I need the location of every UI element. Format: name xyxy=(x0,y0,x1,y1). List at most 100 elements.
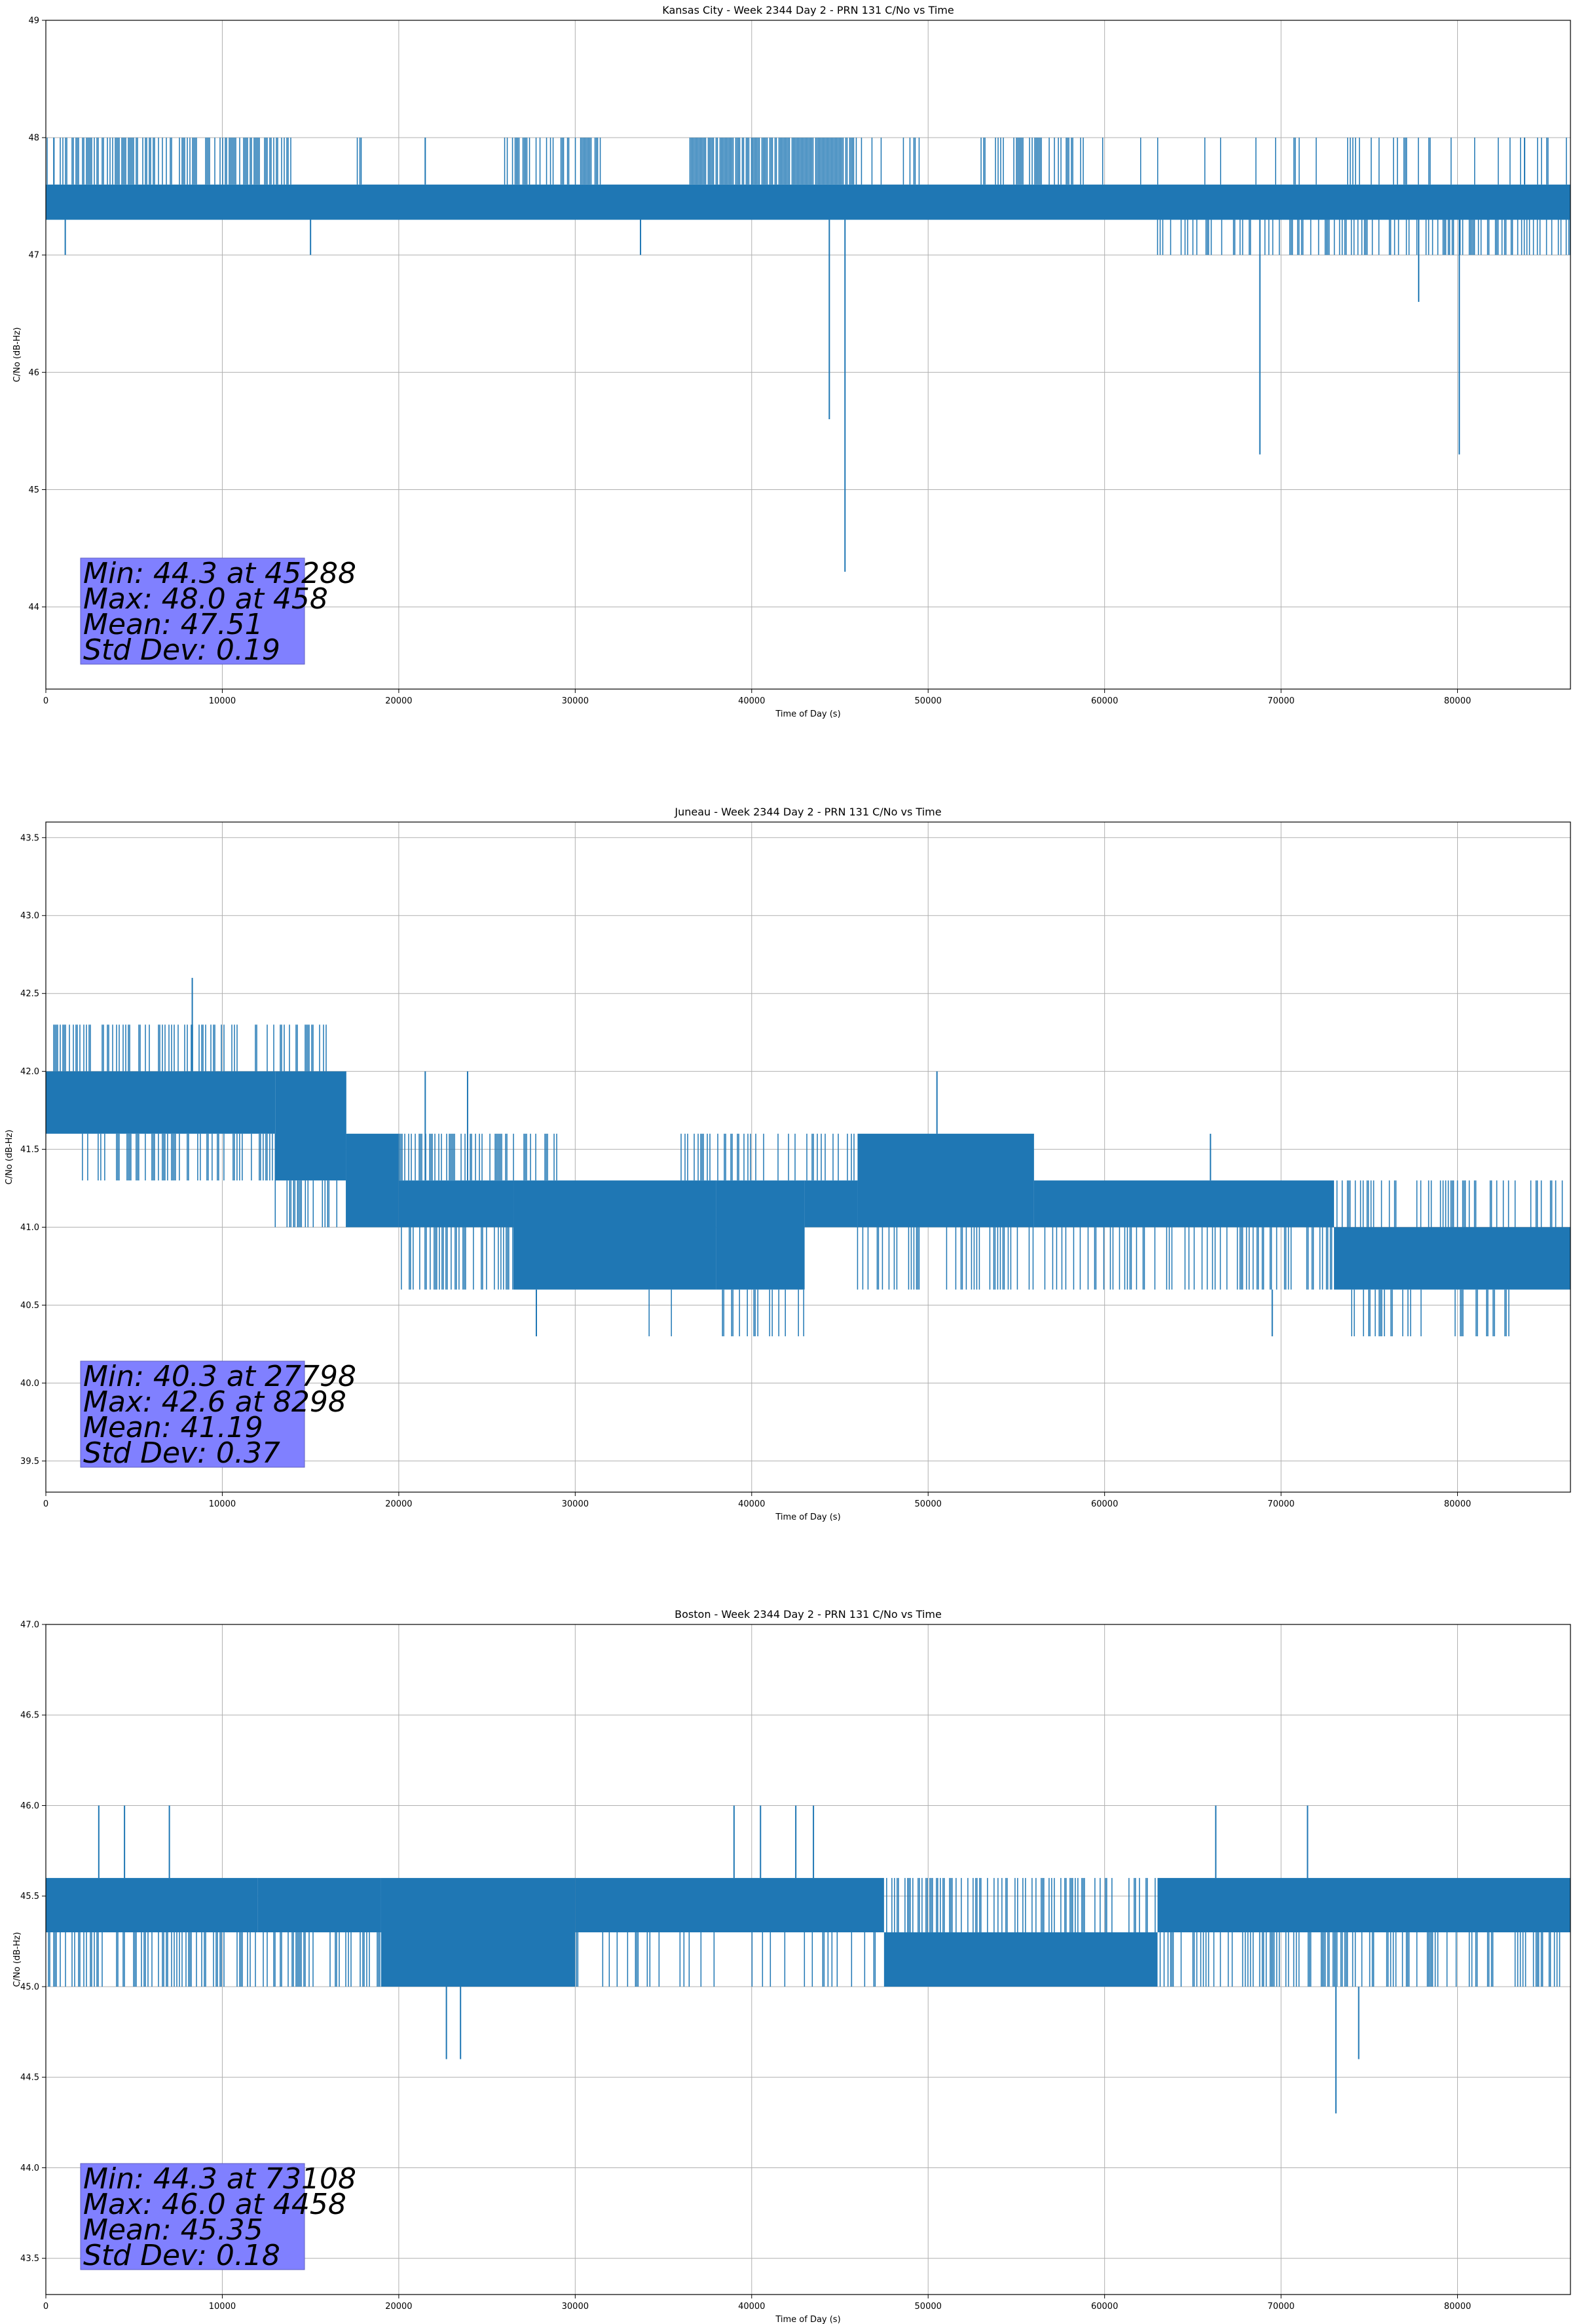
y-tick-label: 40.0 xyxy=(20,1379,39,1389)
stats-box-background xyxy=(80,557,305,665)
stats-box-background xyxy=(80,2163,305,2270)
stats-line: Max: 46.0 at 4458 xyxy=(83,2188,346,2221)
stats-line: Min: 44.3 at 45288 xyxy=(83,557,356,590)
y-tick-label: 41.5 xyxy=(20,1145,39,1155)
x-tick-label: 30000 xyxy=(562,2302,589,2312)
series-cno xyxy=(46,977,1570,1337)
axes-frame xyxy=(45,821,1571,1493)
x-tick-label: 50000 xyxy=(915,1499,942,1509)
cno-band xyxy=(883,1932,1158,1987)
cno-band xyxy=(1333,1227,1570,1290)
x-tick-label: 20000 xyxy=(385,1499,412,1509)
x-tick-label: 60000 xyxy=(1091,1499,1118,1509)
stats-line: Std Dev: 0.18 xyxy=(83,2239,280,2272)
cno-band xyxy=(46,1071,276,1134)
y-tick-label: 47 xyxy=(28,251,39,261)
y-tick-label: 46.5 xyxy=(20,1711,39,1721)
x-tick-label: 80000 xyxy=(1444,2302,1471,2312)
axes-frame xyxy=(45,1624,1571,2295)
x-tick-label: 0 xyxy=(43,2302,48,2312)
x-tick-label: 70000 xyxy=(1267,1499,1294,1509)
y-tick-label: 44 xyxy=(28,603,39,612)
stats-box-background xyxy=(80,1360,305,1468)
y-tick-label: 46.0 xyxy=(20,1801,39,1811)
y-tick-label: 45.0 xyxy=(20,1982,39,1992)
stats-line: Mean: 47.51 xyxy=(83,608,263,641)
chart-panel-1: 0 10000 20000 30000 40000 50000 60000 70000 8000… xyxy=(12,4,1571,719)
y-tick-label: 49 xyxy=(28,16,39,26)
cno-band xyxy=(398,1180,514,1228)
x-tick-label: 50000 xyxy=(915,696,942,706)
cno-band xyxy=(1033,1180,1334,1228)
x-tick-label: 40000 xyxy=(738,2302,765,2312)
stats-line: Max: 42.6 at 8298 xyxy=(83,1385,346,1419)
y-tick-label: 46 xyxy=(28,368,39,378)
stats-line: Std Dev: 0.37 xyxy=(83,1436,280,1470)
stats-line: Min: 44.3 at 73108 xyxy=(83,2162,356,2196)
x-tick-label: 50000 xyxy=(915,2302,942,2312)
stats-line: Std Dev: 0.19 xyxy=(83,633,280,667)
cno-band xyxy=(275,1071,346,1181)
x-tick-label: 0 xyxy=(43,1499,48,1509)
y-tick-label: 40.5 xyxy=(20,1301,39,1311)
x-tick-label: 10000 xyxy=(209,696,236,706)
stats-line: Max: 48.0 at 458 xyxy=(83,582,328,616)
x-tick-label: 80000 xyxy=(1444,1499,1471,1509)
x-tick-label: 60000 xyxy=(1091,2302,1118,2312)
series-cno xyxy=(46,138,1571,572)
x-tick-label: 10000 xyxy=(209,1499,236,1509)
cno-band xyxy=(857,1133,1034,1228)
cno-band xyxy=(46,1878,258,1933)
chart-title: Kansas City - Week 2344 Day 2 - PRN 131 … xyxy=(662,4,954,16)
y-tick-label: 39.5 xyxy=(20,1457,39,1467)
chart-title: Juneau - Week 2344 Day 2 - PRN 131 C/No … xyxy=(674,806,941,818)
y-tick-label: 41.0 xyxy=(20,1223,39,1233)
cno-band xyxy=(380,1878,576,1987)
cno-band xyxy=(1157,1878,1570,1933)
y-axis-label: C/No (dB-Hz) xyxy=(12,328,22,383)
x-tick-label: 40000 xyxy=(738,696,765,706)
x-tick-label: 80000 xyxy=(1444,696,1471,706)
x-tick-label: 10000 xyxy=(209,2302,236,2312)
y-tick-label: 45.5 xyxy=(20,1892,39,1902)
x-tick-label: 0 xyxy=(43,696,48,706)
x-tick-label: 70000 xyxy=(1267,2302,1294,2312)
x-tick-label: 70000 xyxy=(1267,696,1294,706)
cno-band xyxy=(257,1878,381,1933)
y-tick-label: 44.0 xyxy=(20,2164,39,2173)
x-tick-label: 30000 xyxy=(562,696,589,706)
y-tick-label: 43.0 xyxy=(20,911,39,921)
chart-title: Boston - Week 2344 Day 2 - PRN 131 C/No … xyxy=(675,1608,942,1621)
y-tick-label: 48 xyxy=(28,134,39,143)
cno-band xyxy=(575,1878,884,1933)
y-tick-label: 45 xyxy=(28,485,39,495)
y-tick-label: 43.5 xyxy=(20,2254,39,2264)
chart-panel-2: 0 10000 20000 30000 40000 50000 60000 70000 8000… xyxy=(5,806,1571,1522)
cno-band xyxy=(346,1133,399,1228)
x-tick-label: 20000 xyxy=(385,696,412,706)
stats-line: Min: 40.3 at 27798 xyxy=(83,1360,356,1393)
y-tick-label: 43.5 xyxy=(20,833,39,843)
x-axis-label: Time of Day (s) xyxy=(775,2315,840,2324)
y-tick-label: 42.5 xyxy=(20,989,39,999)
x-tick-label: 60000 xyxy=(1091,696,1118,706)
y-tick-label: 44.5 xyxy=(20,2073,39,2083)
y-tick-label: 47.0 xyxy=(20,1621,39,1630)
y-axis-label: C/No (dB-Hz) xyxy=(5,1130,14,1185)
x-tick-label: 40000 xyxy=(738,1499,765,1509)
x-axis-label: Time of Day (s) xyxy=(775,1512,840,1522)
x-axis-label: Time of Day (s) xyxy=(775,709,840,719)
x-tick-label: 20000 xyxy=(385,2302,412,2312)
stats-line: Mean: 41.19 xyxy=(83,1411,263,1444)
cno-band xyxy=(804,1180,858,1228)
y-tick-label: 42.0 xyxy=(20,1067,39,1077)
cno-band xyxy=(513,1180,716,1290)
stats-line: Mean: 45.35 xyxy=(83,2213,263,2247)
y-axis-label: C/No (dB-Hz) xyxy=(12,1932,22,1987)
axes-frame xyxy=(45,20,1571,690)
cno-band xyxy=(716,1180,805,1290)
